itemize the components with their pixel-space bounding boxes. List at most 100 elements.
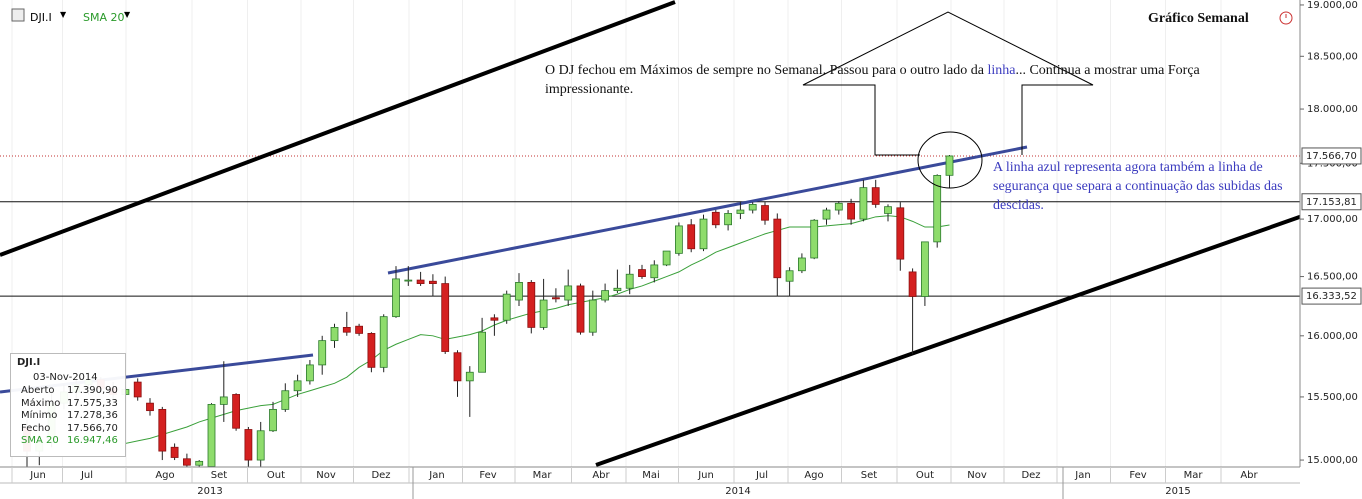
candle-body	[945, 155, 954, 176]
x-tick-label: Dez	[371, 470, 390, 481]
symbol[interactable]: DJI.I	[30, 11, 52, 24]
x-tick-label: Fev	[1129, 470, 1146, 481]
candle-body	[133, 381, 142, 398]
candle-body	[871, 187, 880, 205]
annotation-text: ... Continua a mostrar uma Força impress…	[545, 63, 1200, 97]
level-label: 17.566,70	[1306, 151, 1357, 162]
info-box: DJI.I 03-Nov-2014 Aberto 17.390,90 Máximo 1…	[10, 353, 126, 457]
arrow-callout	[802, 11, 1094, 156]
info-label: Mínimo	[21, 410, 58, 421]
candle-body	[736, 209, 745, 214]
trend-line	[0, 0, 676, 257]
level-label: 16.333,52	[1306, 291, 1357, 302]
candle-body	[576, 285, 585, 333]
candle-body	[810, 219, 819, 259]
y-tick-label: 17.000,00	[1307, 214, 1358, 225]
x-tick-label: Mar	[1184, 470, 1204, 481]
y-axis-bg	[1300, 0, 1362, 499]
info-value: 17.575,33	[67, 397, 118, 409]
candle-body	[896, 207, 905, 260]
candle-body	[441, 283, 450, 352]
candle-body	[342, 327, 351, 333]
x-tick-label: Set	[861, 470, 878, 481]
candle-body	[662, 250, 671, 266]
annotation-blue: A linha azul representa agora também a l…	[993, 160, 1283, 213]
dropdown[interactable]: ▼	[60, 10, 67, 19]
x-tick-label: Jul	[755, 470, 768, 481]
chart-icon[interactable]	[11, 8, 25, 22]
info-value: 17.278,36	[67, 410, 118, 421]
candle-body	[613, 287, 622, 292]
candle-body	[601, 290, 609, 301]
candle-body	[588, 299, 597, 333]
x-tick-label: Jan	[1074, 470, 1090, 481]
info-date: 03-Nov-2014	[33, 372, 98, 383]
candle-body	[638, 269, 646, 277]
candle-body	[182, 458, 191, 466]
year-label: 2013	[197, 486, 222, 497]
x-tick-label: Jan	[428, 470, 444, 481]
info-rows: Aberto 17.390,90 Máximo 17.575,33 Mínimo 17.2…	[11, 354, 125, 454]
x-tick-label: Abr	[1240, 470, 1258, 481]
annotation: O DJ fechou em Máximos de sempre no Sema…	[545, 61, 1285, 99]
x-tick-label: Mar	[533, 470, 553, 481]
candle-body	[933, 175, 942, 243]
candle-body	[625, 273, 634, 289]
x-tick-label: Jun	[29, 470, 46, 481]
info-label: SMA 20	[21, 435, 59, 446]
candle-body	[748, 204, 757, 211]
indicator[interactable]: SMA 20	[83, 11, 125, 24]
y-tick-label: 16.000,00	[1307, 331, 1358, 342]
x-tick-label: Out	[916, 470, 934, 481]
candle-body	[465, 371, 474, 382]
candle-body	[908, 271, 917, 297]
x-tick-label: Fev	[479, 470, 496, 481]
x-tick-label: Jul	[80, 470, 93, 481]
candle-body	[527, 282, 536, 328]
candle-body	[650, 264, 659, 279]
candle-body	[392, 278, 400, 318]
candle-body	[711, 211, 720, 226]
y-tick-label: 15.000,00	[1307, 455, 1358, 466]
info-value: 17.566,70	[67, 422, 118, 434]
x-tick-label: Ago	[155, 470, 174, 481]
candle-body	[293, 380, 302, 392]
candle-body	[847, 202, 855, 220]
candle-body	[158, 408, 167, 452]
candle-body	[921, 241, 929, 297]
candle-body	[416, 279, 425, 284]
x-tick-label: Jun	[697, 470, 714, 481]
candle-body	[490, 317, 499, 321]
level-labels: 17.566,70 17.153,81 16.333,52	[1301, 147, 1362, 305]
candle-body	[478, 331, 487, 373]
x-tick-label: Dez	[1021, 470, 1040, 481]
candles	[23, 155, 954, 468]
candle-body	[539, 299, 548, 328]
info-label: Máximo	[21, 397, 61, 409]
candle-body	[785, 270, 794, 282]
x-tick-label: Nov	[316, 470, 336, 481]
y-tick-label: 16.500,00	[1307, 272, 1358, 283]
chart-title: Gráfico Semanal	[1148, 11, 1249, 26]
candle-body	[761, 205, 769, 221]
candle-body	[330, 327, 339, 342]
y-tick-label: 19.000,00	[1307, 0, 1358, 11]
candle-body	[859, 187, 868, 220]
candle-body	[281, 390, 290, 410]
candle-body	[453, 352, 462, 382]
level-label: 17.153,81	[1306, 197, 1357, 208]
candle-body	[564, 285, 573, 301]
dropdown[interactable]: ▼	[124, 10, 131, 19]
grid	[11, 0, 1222, 467]
candle-body	[773, 218, 782, 279]
x-tick-label: Nov	[967, 470, 987, 481]
candle-body	[502, 293, 511, 321]
annotation-link[interactable]: linha	[987, 63, 1016, 78]
x-tick-label: Ago	[804, 470, 823, 481]
candle-body	[724, 213, 732, 226]
info-value: 17.390,90	[67, 385, 118, 396]
info-label: Fecho	[21, 422, 51, 434]
candle-body	[355, 325, 364, 334]
